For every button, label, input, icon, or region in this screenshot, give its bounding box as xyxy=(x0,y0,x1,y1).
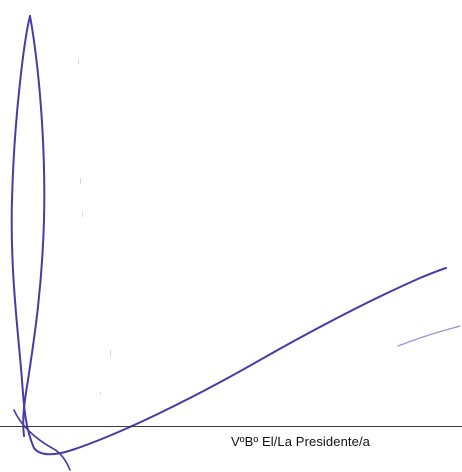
scan-speck xyxy=(78,60,79,64)
scan-speck xyxy=(100,392,101,395)
signature-stroke-loop xyxy=(22,15,46,437)
signature-line xyxy=(0,426,462,427)
signature-stroke-tail xyxy=(13,409,71,471)
signature-stroke-flick xyxy=(397,325,461,347)
signature-caption: VºBº El/La Presidente/a xyxy=(231,434,370,449)
signature-stroke-main xyxy=(10,15,447,456)
scan-speck xyxy=(110,350,111,356)
scan-speck xyxy=(82,212,83,217)
scan-speck xyxy=(80,178,81,184)
